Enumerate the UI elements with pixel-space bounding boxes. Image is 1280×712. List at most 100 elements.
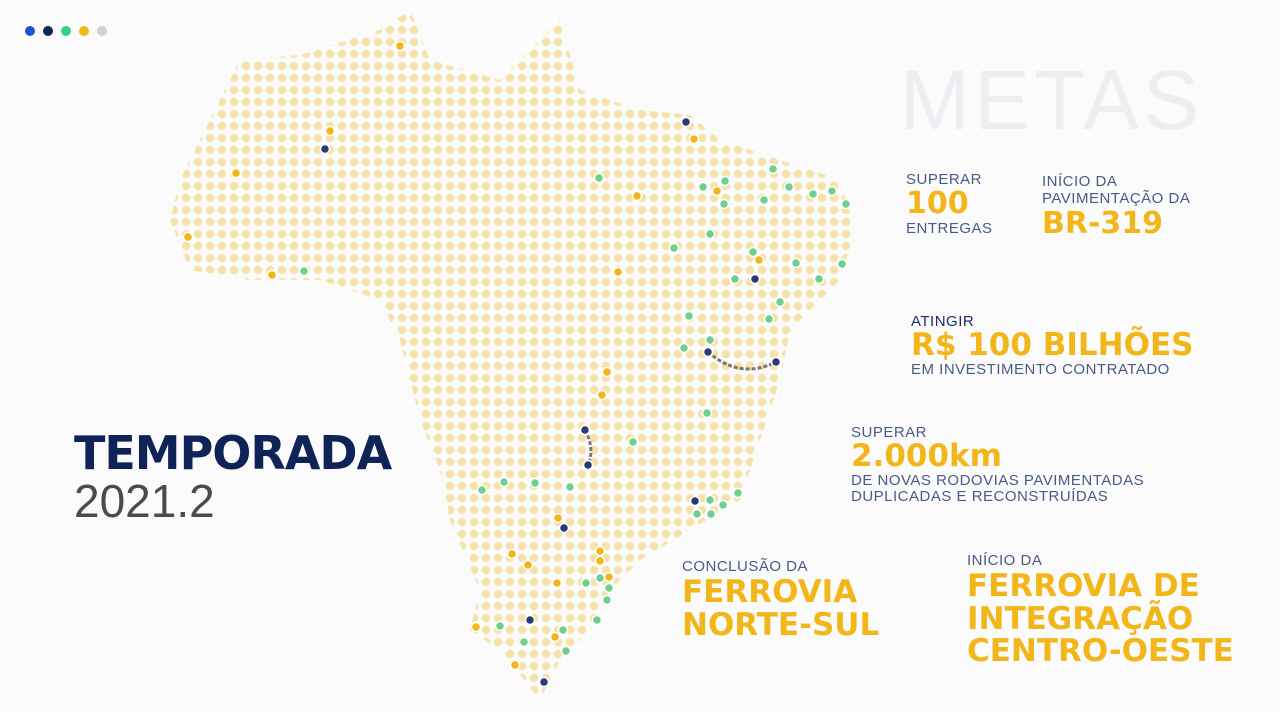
map-marker-icon	[680, 116, 692, 128]
map-marker-icon	[697, 181, 709, 193]
map-marker-icon	[580, 577, 592, 589]
map-marker-icon	[476, 484, 488, 496]
map-marker-icon	[266, 269, 278, 281]
map-marker-icon	[747, 246, 759, 258]
indicator-dot	[79, 26, 89, 36]
map-marker-icon	[719, 175, 731, 187]
map-marker-icon	[603, 582, 615, 594]
indicator-dot	[43, 26, 53, 36]
map-marker-icon	[582, 459, 594, 471]
map-marker-icon	[560, 645, 572, 657]
slide-indicator	[25, 26, 107, 36]
map-marker-icon	[704, 334, 716, 346]
map-marker-icon	[826, 185, 838, 197]
map-marker-icon	[763, 313, 775, 325]
map-marker-icon	[558, 522, 570, 534]
map-shape	[170, 10, 855, 700]
indicator-dot	[61, 26, 71, 36]
goal-norte-sul: CONCLUSÃO DA FERROVIA NORTE-SUL	[682, 559, 879, 641]
map-marker-icon	[596, 389, 608, 401]
map-marker-icon	[324, 125, 336, 137]
goal-value: 2.000km	[851, 438, 1002, 474]
map-marker-icon	[678, 342, 690, 354]
map-marker-icon	[518, 636, 530, 648]
map-marker-icon	[601, 594, 613, 606]
goal-value: FERROVIA NORTE-SUL	[682, 574, 880, 643]
map-marker-icon	[601, 366, 613, 378]
goal-post: EM INVESTIMENTO CONTRATADO	[911, 361, 1170, 378]
goal-pre: ATINGIR	[911, 313, 975, 330]
map-marker-icon	[717, 499, 729, 511]
map-marker-icon	[538, 676, 550, 688]
map-marker-icon	[551, 577, 563, 589]
map-marker-icon	[522, 559, 534, 571]
map-marker-icon	[591, 614, 603, 626]
map-marker-icon	[711, 185, 723, 197]
map-marker-icon	[594, 555, 606, 567]
map-marker-icon	[774, 296, 786, 308]
map-marker-icon	[298, 265, 310, 277]
map-marker-icon	[702, 346, 714, 358]
map-marker-icon	[524, 614, 536, 626]
map-marker-icon	[230, 167, 242, 179]
goal-value: FERROVIA DE INTEGRAÇÃO CENTRO-OESTE	[967, 568, 1234, 670]
map-marker-icon	[807, 188, 819, 200]
map-marker-icon	[718, 198, 730, 210]
map-marker-icon	[470, 621, 482, 633]
goal-pre: SUPERAR	[906, 171, 983, 188]
map-marker-icon	[506, 548, 518, 560]
goal-investimento: ATINGIR R$ 100 BILHÕES EM INVESTIMENTO C…	[911, 314, 1193, 377]
map-marker-icon	[627, 436, 639, 448]
goal-entregas: SUPERAR 100 ENTREGAS	[906, 172, 993, 236]
map-marker-icon	[705, 508, 717, 520]
map-marker-icon	[603, 571, 615, 583]
map-marker-icon	[688, 133, 700, 145]
map-marker-icon	[557, 624, 569, 636]
railway-line	[707, 350, 777, 371]
map-marker-icon	[612, 266, 624, 278]
map-marker-icon	[704, 228, 716, 240]
goal-rodovias: SUPERAR 2.000km DE NOVAS RODOVIAS PAVIME…	[851, 425, 1144, 505]
goal-pre: INÍCIO DA	[967, 552, 1043, 569]
map-marker-icon	[594, 572, 606, 584]
indicator-dot	[97, 26, 107, 36]
goal-post: ENTREGAS	[906, 220, 993, 237]
map-marker-icon	[701, 407, 713, 419]
map-marker-icon	[594, 545, 606, 557]
map-marker-icon	[564, 481, 576, 493]
map-marker-icon	[749, 273, 761, 285]
goal-value: BR-319	[1042, 206, 1164, 241]
map-marker-icon	[758, 194, 770, 206]
season-year: 2021.2	[74, 475, 215, 527]
goal-value: 100	[906, 186, 969, 221]
goal-br319: INÍCIO DA PAVIMENTAÇÃO DA BR-319	[1042, 173, 1191, 241]
map-marker-icon	[552, 512, 564, 524]
map-marker-icon	[836, 258, 848, 270]
map-marker-icon	[790, 257, 802, 269]
map-marker-icon	[394, 40, 406, 52]
map-marker-icon	[783, 181, 795, 193]
map-marker-icon	[529, 477, 541, 489]
goal-pre: SUPERAR	[851, 424, 928, 441]
map-marker-icon	[494, 620, 506, 632]
map-marker-icon	[770, 356, 782, 368]
goal-pre: CONCLUSÃO DA	[682, 558, 809, 575]
map-marker-icon	[549, 631, 561, 643]
map-marker-icon	[593, 172, 605, 184]
map-marker-icon	[732, 487, 744, 499]
map-marker-icon	[319, 143, 331, 155]
map-marker-icon	[840, 198, 852, 210]
season-title: TEMPORADA	[74, 426, 392, 480]
goal-value: R$ 100 BILHÕES	[911, 327, 1194, 363]
map-marker-icon	[631, 190, 643, 202]
map-marker-icon	[579, 424, 591, 436]
map-marker-icon	[729, 273, 741, 285]
goal-pre: INÍCIO DA PAVIMENTAÇÃO DA	[1042, 173, 1191, 207]
watermark-title: METAS	[900, 53, 1204, 147]
map-marker-icon	[691, 508, 703, 520]
map-marker-icon	[767, 163, 779, 175]
map-marker-icon	[182, 231, 194, 243]
indicator-dot	[25, 26, 35, 36]
map-marker-icon	[689, 495, 701, 507]
